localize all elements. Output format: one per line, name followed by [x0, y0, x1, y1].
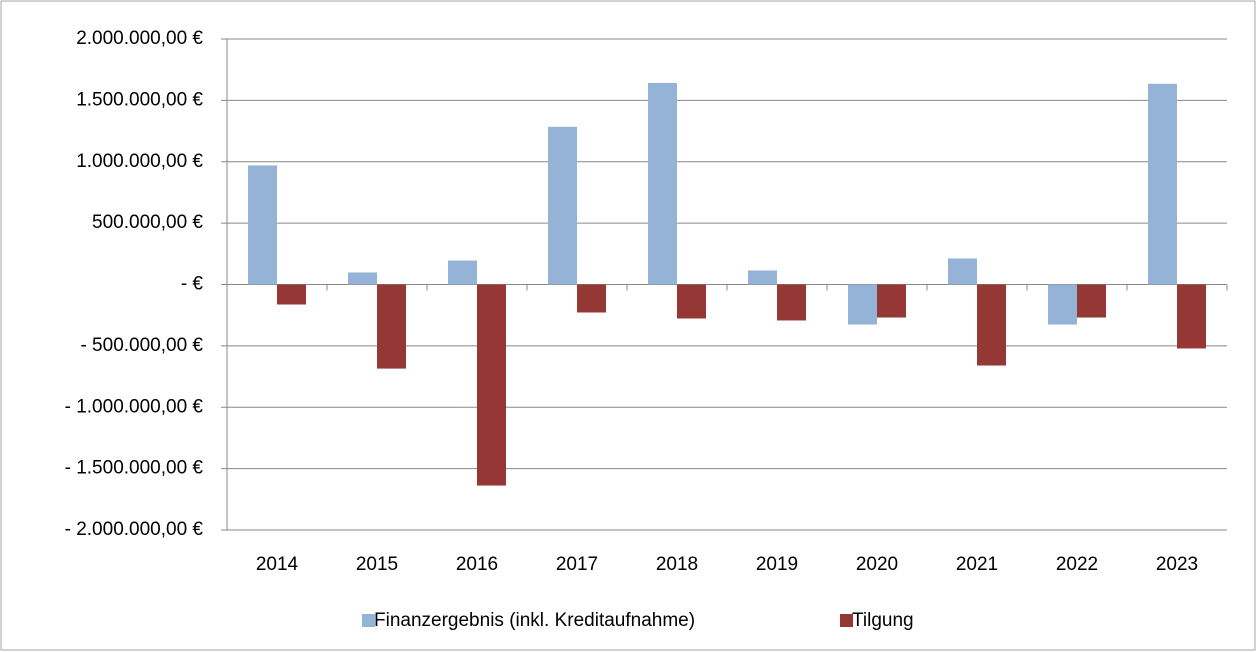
bar: [948, 258, 977, 285]
bar: [577, 284, 606, 313]
bar: [248, 165, 277, 285]
x-tick-label: 2019: [756, 554, 798, 575]
bar: [1048, 284, 1077, 325]
bar: [548, 126, 577, 285]
bar: [677, 284, 706, 319]
legend-swatch: [840, 614, 853, 627]
bar: [848, 284, 877, 325]
y-tick-label: - 2.000.000,00 €: [65, 519, 204, 540]
bar: [777, 284, 806, 321]
y-tick-label: 1.500.000,00 €: [76, 89, 203, 110]
bar: [448, 260, 477, 285]
bar: [1177, 284, 1206, 349]
y-tick-label: 1.000.000,00 €: [76, 151, 203, 172]
bar: [648, 82, 677, 285]
y-tick-label: 500.000,00 €: [92, 212, 203, 233]
bar: [1077, 284, 1106, 318]
bar: [348, 272, 377, 285]
bar: [477, 284, 506, 486]
legend-swatch: [362, 614, 375, 627]
y-tick-label: - 500.000,00 €: [80, 335, 203, 356]
y-tick-label: - 1.500.000,00 €: [65, 458, 204, 479]
bar: [1148, 83, 1177, 285]
bar: [877, 284, 906, 318]
y-tick-label: - €: [181, 274, 204, 295]
x-tick-label: 2014: [256, 554, 299, 575]
x-tick-label: 2021: [956, 554, 998, 575]
bar: [377, 284, 406, 369]
x-tick-label: 2018: [656, 554, 698, 575]
legend-label: Tilgung: [852, 610, 914, 631]
bar: [977, 284, 1006, 366]
y-tick-label: - 1.000.000,00 €: [65, 396, 204, 417]
x-tick-label: 2016: [456, 554, 498, 575]
x-tick-label: 2017: [556, 554, 598, 575]
bar: [748, 270, 777, 285]
legend-label: Finanzergebnis (inkl. Kreditaufnahme): [374, 610, 695, 631]
x-tick-label: 2023: [1156, 554, 1198, 575]
bar: [277, 284, 306, 305]
x-tick-label: 2022: [1056, 554, 1098, 575]
y-tick-label: 2.000.000,00 €: [76, 28, 203, 49]
x-tick-label: 2020: [856, 554, 898, 575]
x-tick-label: 2015: [356, 554, 398, 575]
